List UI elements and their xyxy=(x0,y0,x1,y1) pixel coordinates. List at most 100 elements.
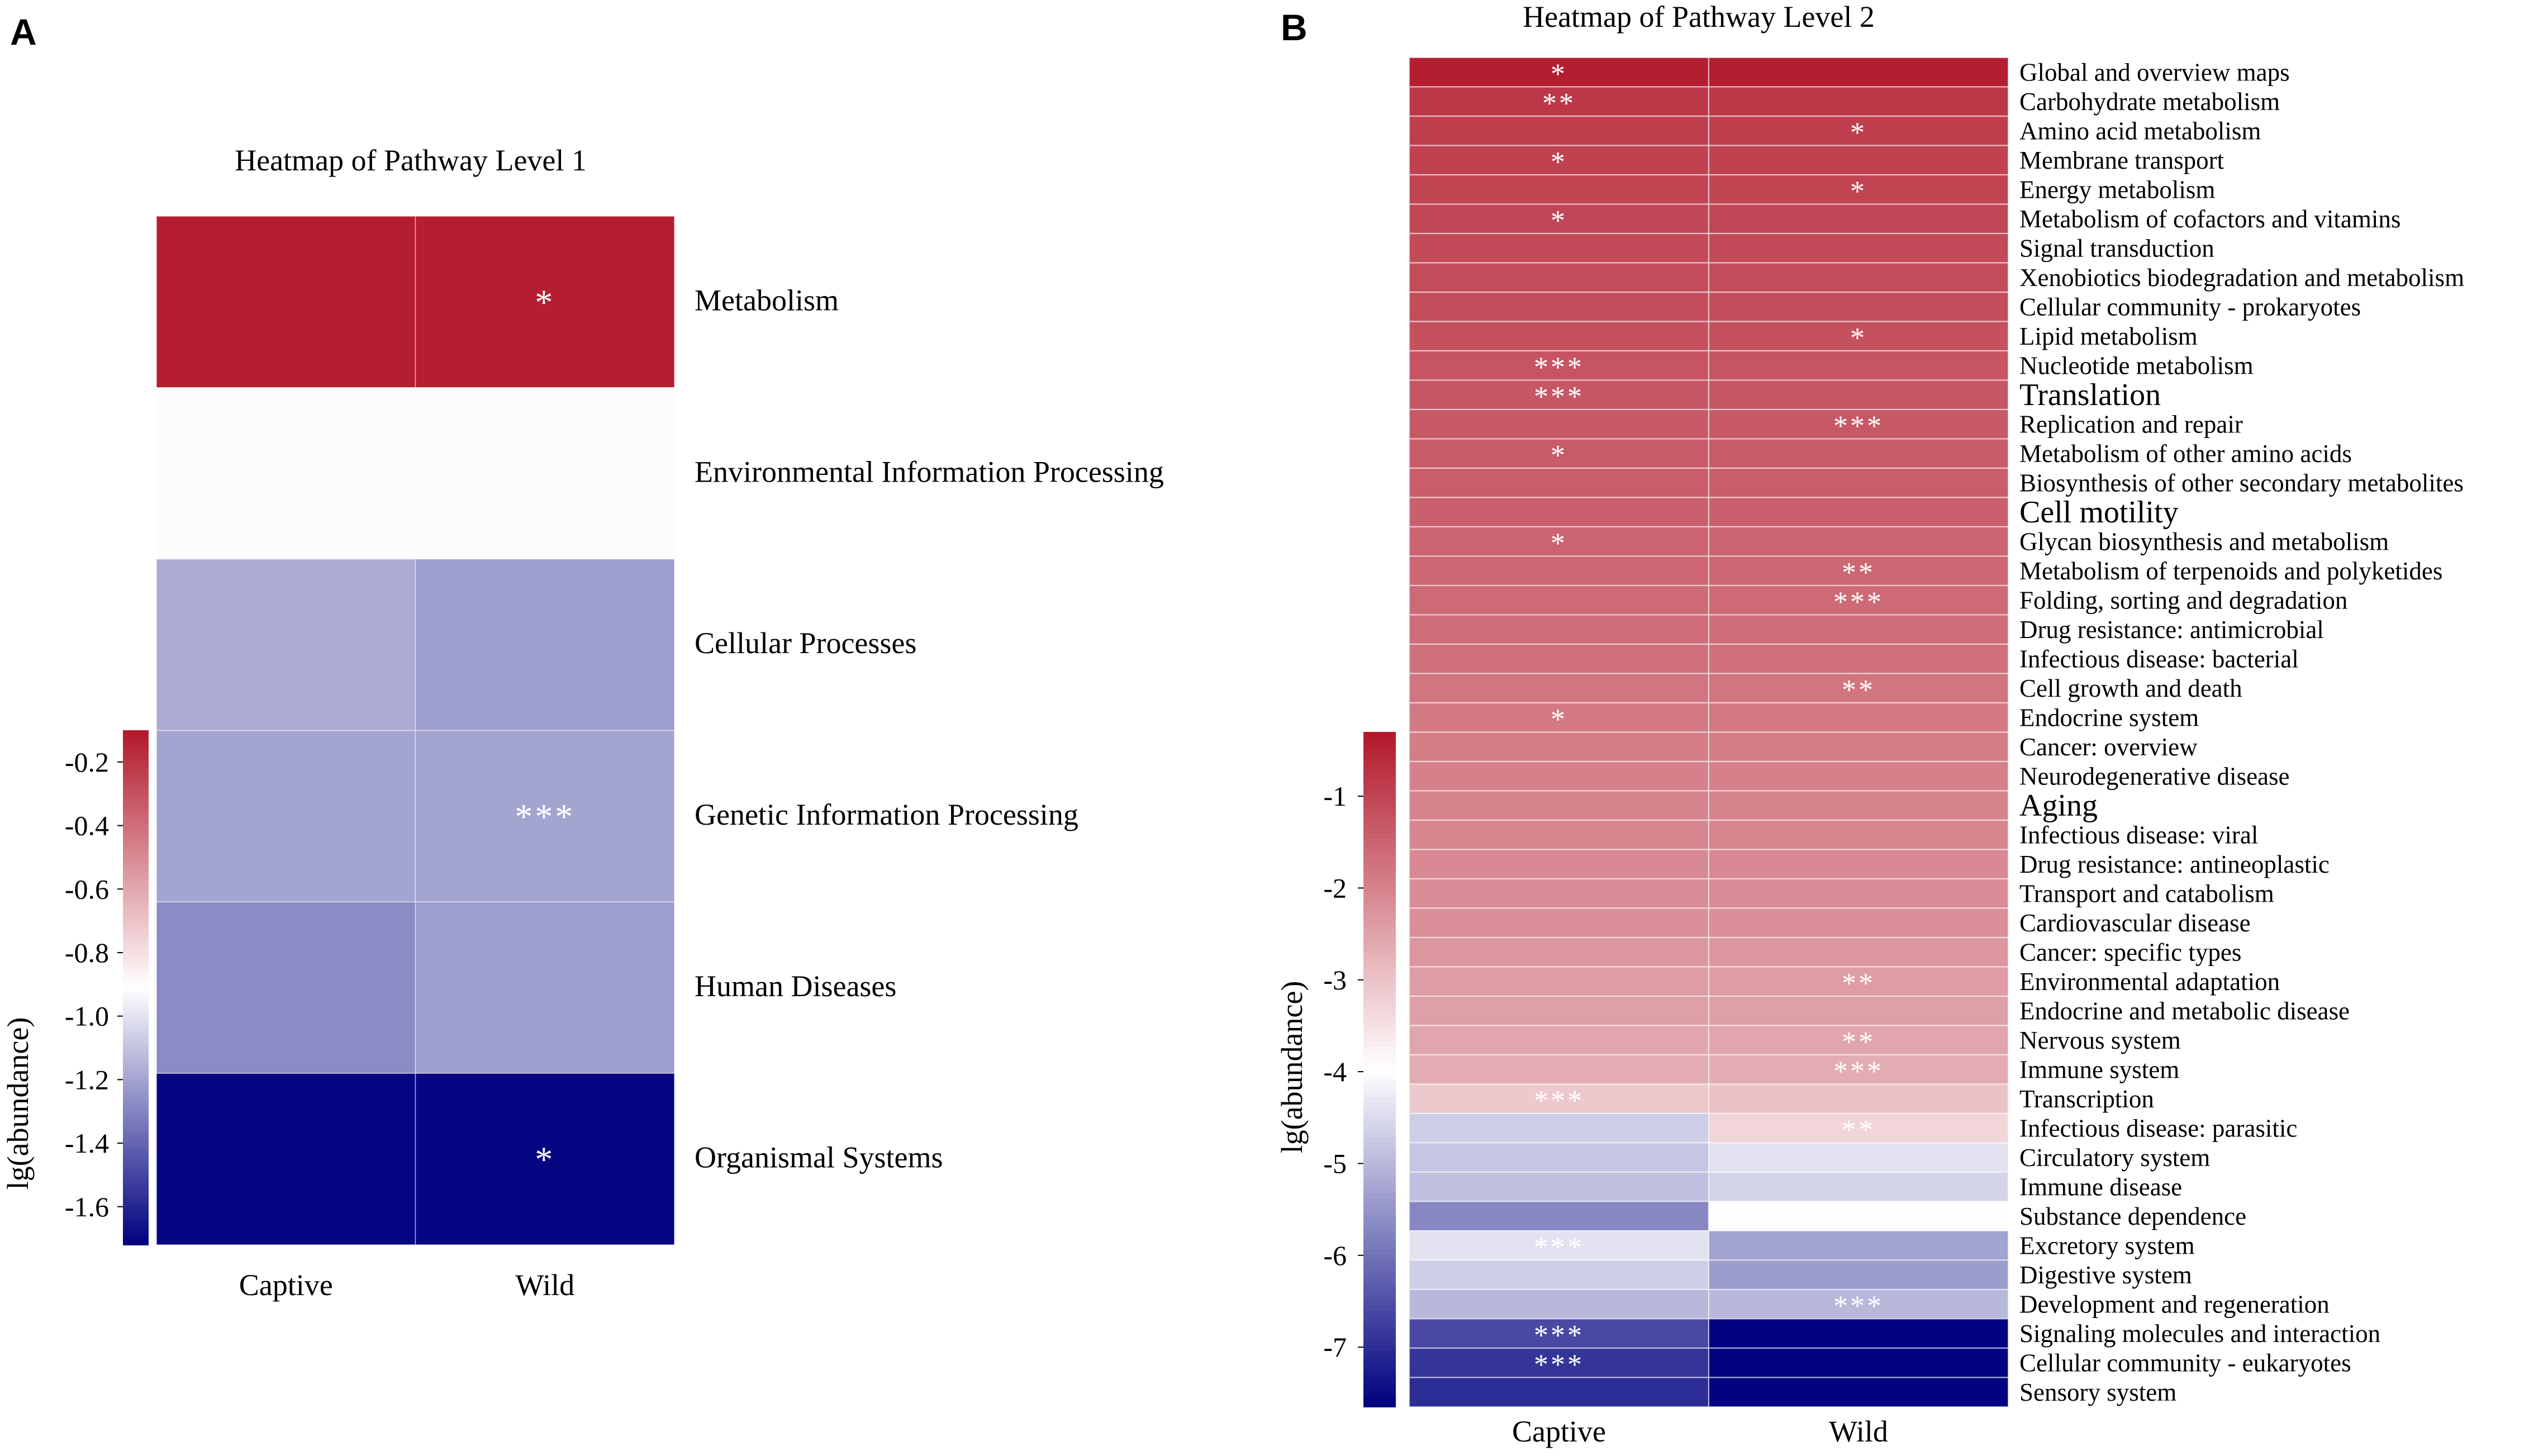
colorbar-segment xyxy=(123,923,149,928)
heatmap-cell xyxy=(1408,731,1710,763)
significance-mark: *** xyxy=(515,797,575,836)
colorbar-segment xyxy=(1363,1350,1396,1357)
heatmap-cell xyxy=(1408,1171,1710,1202)
colorbar-segment xyxy=(123,875,149,881)
colorbar-segment xyxy=(123,1056,149,1061)
colorbar-segment xyxy=(1363,833,1396,840)
heatmap-cell xyxy=(1708,849,2009,880)
colorbar-segment xyxy=(1363,951,1396,958)
colorbar-tick-label: -0.2 xyxy=(65,746,109,778)
heatmap-cell xyxy=(156,901,416,1074)
heatmap-cell xyxy=(1708,1054,2009,1085)
colorbar-segment xyxy=(1363,1176,1396,1183)
row-label: Cellular community - eukaryotes xyxy=(2019,1349,2351,1377)
colorbar-segment xyxy=(1363,1154,1396,1160)
colorbar-segment xyxy=(123,1103,149,1108)
colorbar-segment xyxy=(1363,985,1396,991)
heatmap-cell xyxy=(1408,555,1710,587)
colorbar-segment xyxy=(1363,1075,1396,1081)
colorbar-segment xyxy=(1363,872,1396,879)
colorbar-segment xyxy=(1363,1120,1396,1126)
colorbar-segment xyxy=(123,1202,149,1207)
heatmap-cell xyxy=(1708,86,2009,117)
heatmap-cell xyxy=(1708,1112,2009,1144)
heatmap-cell xyxy=(1708,438,2009,469)
colorbar-segment xyxy=(123,1163,149,1168)
row-label: Lipid metabolism xyxy=(2019,322,2198,350)
row-label: Membrane transport xyxy=(2019,146,2224,174)
heatmap-cell xyxy=(1708,1347,2009,1378)
heatmap-cell xyxy=(1708,1083,2009,1115)
colorbar-segment xyxy=(123,756,149,761)
colorbar-segment xyxy=(123,1154,149,1160)
heatmap-cell xyxy=(1708,790,2009,821)
colorbar-segment xyxy=(1363,810,1396,817)
colorbar-segment xyxy=(1363,991,1396,997)
colorbar-segment xyxy=(123,1099,149,1104)
colorbar-segment xyxy=(1363,788,1396,794)
row-label: Cancer: specific types xyxy=(2019,938,2241,966)
colorbar-segment xyxy=(123,1141,149,1147)
heatmap-cell xyxy=(1408,467,1710,498)
colorbar-segment xyxy=(123,1172,149,1177)
colorbar-segment xyxy=(1363,1097,1396,1104)
panel-b-letter: B xyxy=(1281,7,1308,48)
heatmap-cell xyxy=(1408,1112,1710,1144)
heatmap-cell xyxy=(1708,731,2009,763)
colorbar-segment xyxy=(1363,861,1396,868)
colorbar-segment xyxy=(1363,1019,1396,1025)
heatmap-cell xyxy=(1408,497,1710,528)
colorbar-segment xyxy=(1363,1401,1396,1407)
heatmap-cell xyxy=(1708,467,2009,498)
colorbar-segment xyxy=(123,1193,149,1198)
colorbar-segment xyxy=(123,893,149,898)
row-label: Neurodegenerative disease xyxy=(2019,762,2290,790)
colorbar-segment xyxy=(1363,855,1396,862)
heatmap-cell xyxy=(1708,1318,2009,1349)
colorbar-segment xyxy=(1363,1305,1396,1312)
heatmap-cell xyxy=(1408,526,1710,557)
panel-b-significance-marks: ****************************************… xyxy=(1534,58,1884,1381)
panel-a-colorbar: -0.2 -0.4 -0.6 -0.8 -1.0 -1.2 -1.4 -1.6 xyxy=(65,730,149,1245)
heatmap-cell xyxy=(1708,760,2009,792)
colorbar-segment xyxy=(123,833,149,838)
heatmap-cell xyxy=(1708,408,2009,440)
colorbar-segment xyxy=(1363,1069,1396,1076)
colorbar-segment xyxy=(1363,793,1396,800)
significance-mark: *** xyxy=(1833,1202,1884,1234)
panel-a-letter: A xyxy=(10,11,37,53)
heatmap-cell xyxy=(1708,1230,2009,1261)
colorbar-segment xyxy=(123,902,149,907)
heatmap-cell xyxy=(1708,819,2009,850)
colorbar-segment xyxy=(123,1138,149,1143)
heatmap-cell xyxy=(1408,849,1710,880)
colorbar-segment xyxy=(123,966,149,971)
colorbar-segment xyxy=(1363,1215,1396,1222)
colorbar-tick-label: -3 xyxy=(1323,964,1347,996)
colorbar-segment xyxy=(1363,878,1396,884)
row-label: Transcription xyxy=(2019,1085,2154,1113)
heatmap-cell xyxy=(1708,614,2009,645)
heatmap-cell xyxy=(1708,1171,2009,1202)
colorbar-segment xyxy=(1363,816,1396,822)
colorbar-segment xyxy=(123,983,149,988)
colorbar-segment xyxy=(123,850,149,855)
colorbar-segment xyxy=(1363,1356,1396,1363)
heatmap-cell xyxy=(415,558,675,731)
colorbar-segment xyxy=(1363,1328,1396,1334)
heatmap-cell xyxy=(1708,907,2009,939)
colorbar-tick-label: -7 xyxy=(1323,1331,1347,1363)
colorbar-segment xyxy=(123,816,149,821)
panel-a-colorbar-label: lg(abundance) xyxy=(1,1017,35,1190)
significance-mark: *** xyxy=(1833,1290,1884,1322)
colorbar-segment xyxy=(123,1069,149,1074)
row-label: Cell motility xyxy=(2019,495,2179,530)
colorbar-segment xyxy=(1363,940,1396,946)
colorbar-segment xyxy=(1363,1114,1396,1121)
colorbar-segment xyxy=(1363,777,1396,783)
colorbar-segment xyxy=(123,1150,149,1155)
colorbar-segment xyxy=(123,919,149,924)
colorbar-segment xyxy=(1363,1063,1396,1070)
heatmap-cell xyxy=(1708,262,2009,293)
column-label: Captive xyxy=(1512,1415,1606,1448)
